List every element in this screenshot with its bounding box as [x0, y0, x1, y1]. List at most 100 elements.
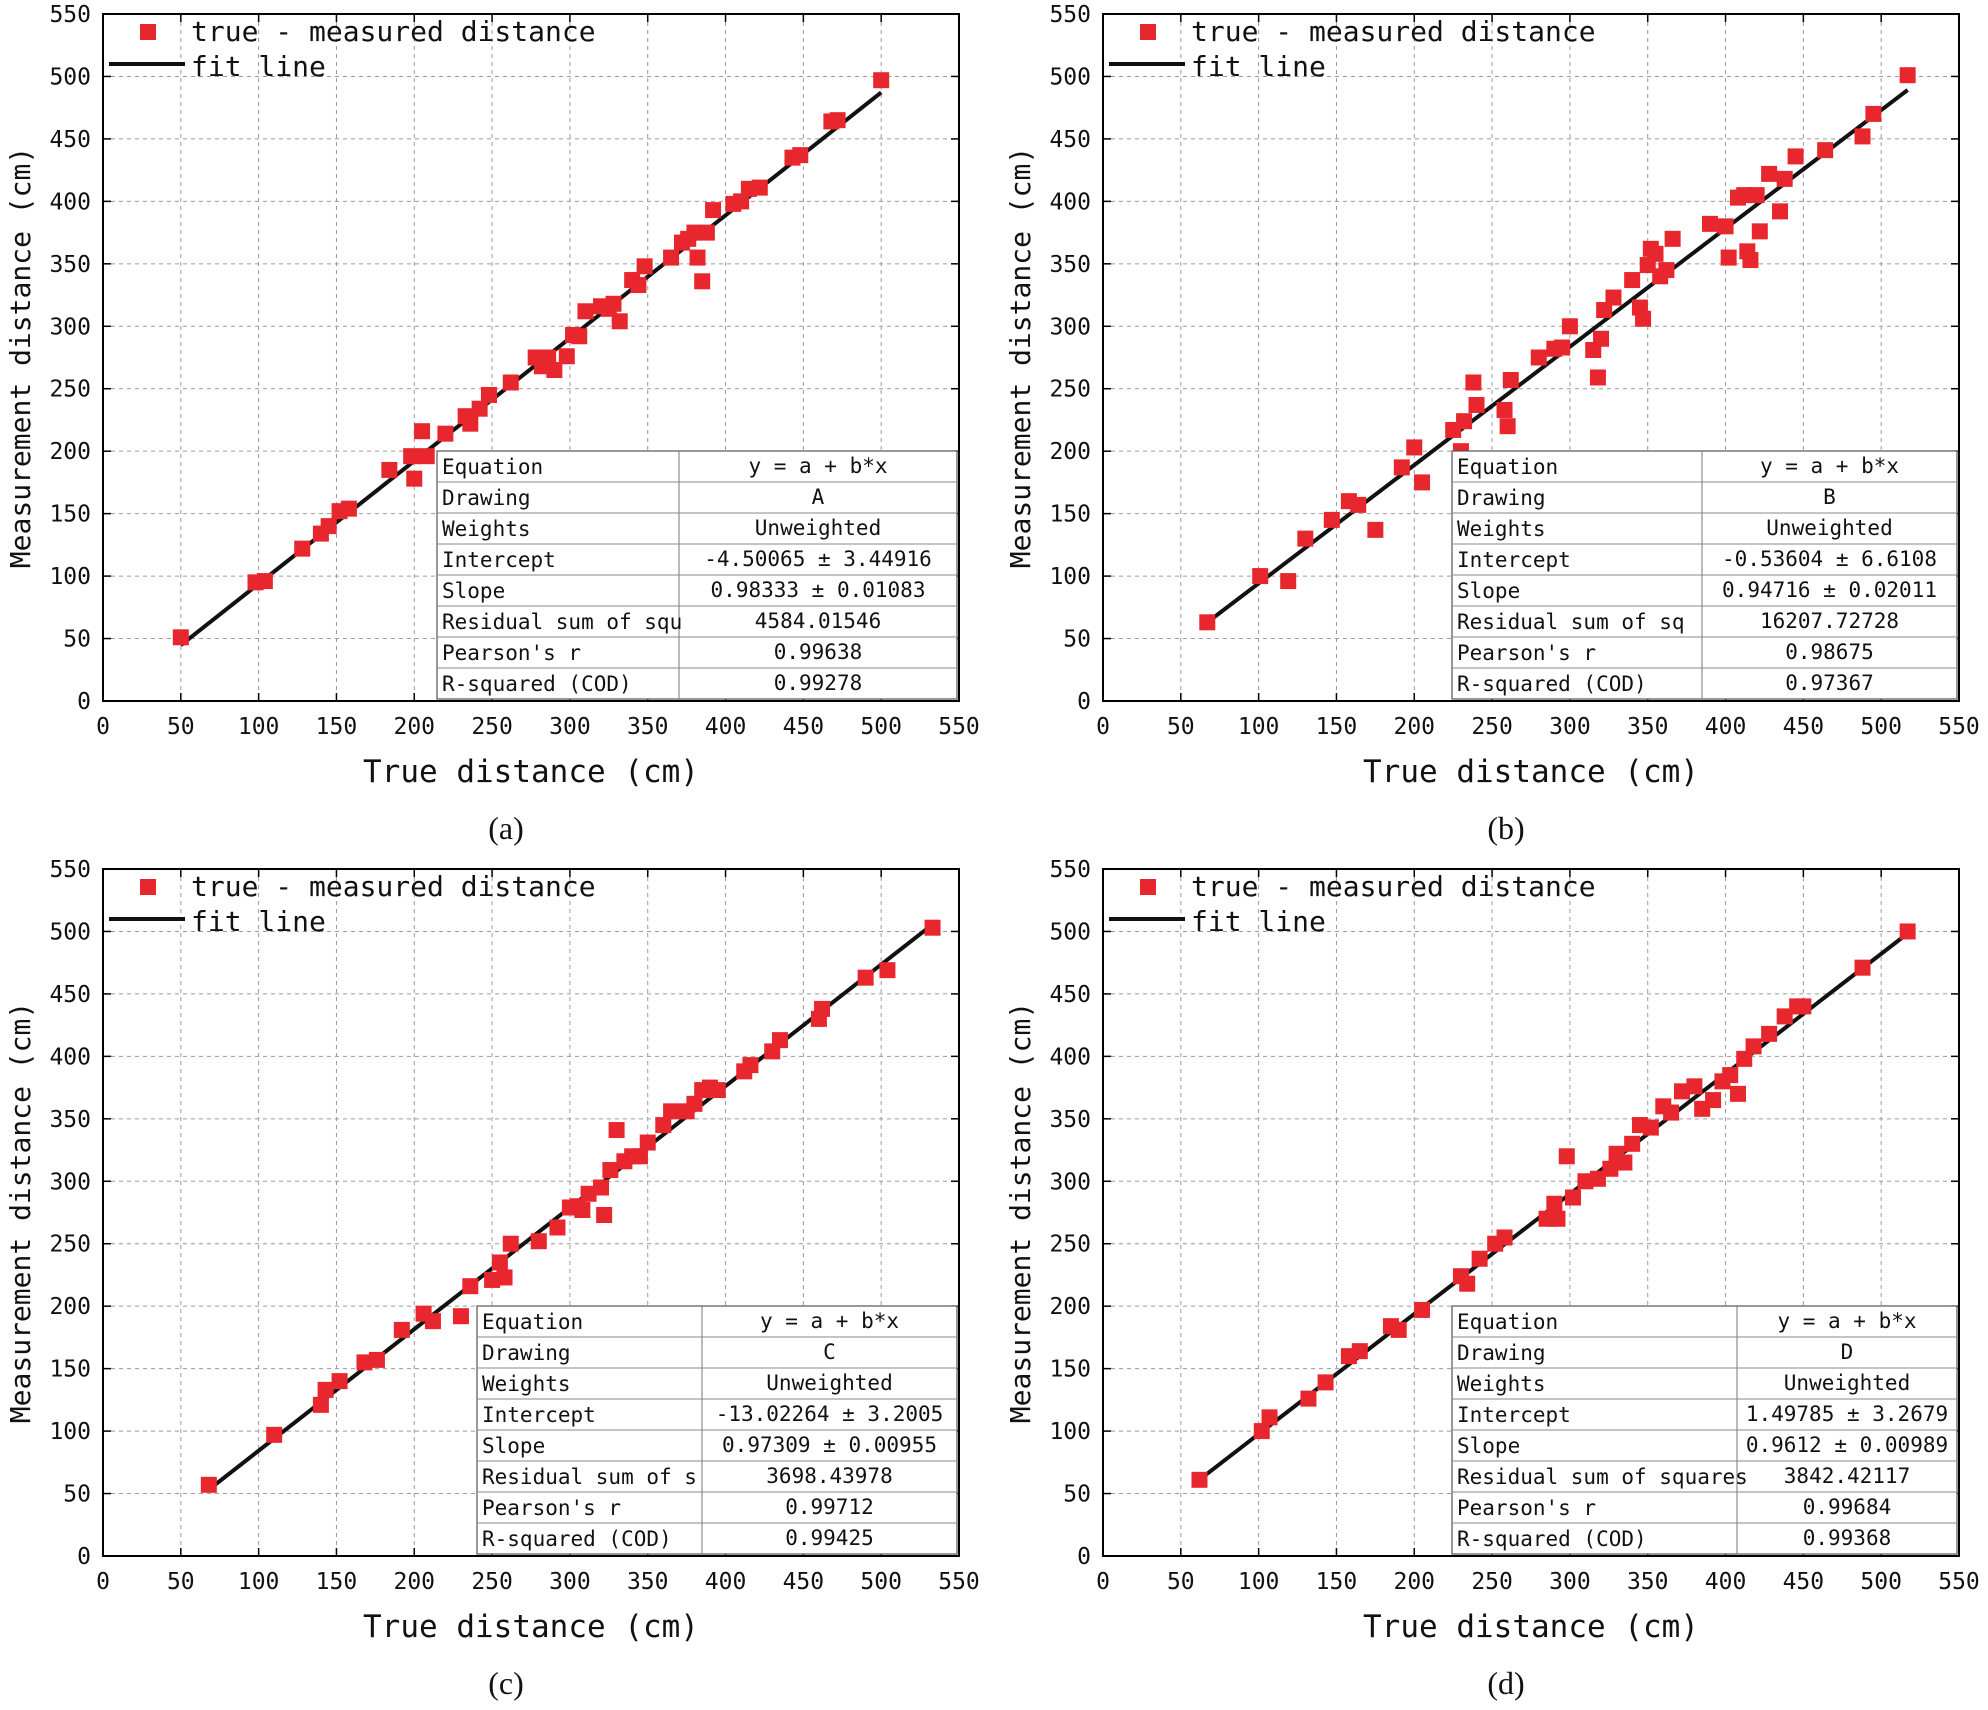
- stats-table-key: Slope: [482, 1434, 545, 1458]
- legend-marker-swatch: [140, 24, 156, 40]
- data-point: [356, 1354, 373, 1371]
- stats-table-key: Weights: [1457, 1372, 1546, 1396]
- y-tick-label: 400: [49, 189, 91, 215]
- y-tick-label: 500: [1049, 919, 1091, 945]
- data-point: [1722, 1067, 1739, 1084]
- y-tick-label: 100: [1049, 564, 1091, 590]
- data-point: [1414, 1301, 1431, 1318]
- data-point: [873, 72, 890, 89]
- y-tick-label: 150: [1049, 1357, 1091, 1383]
- data-point: [1776, 170, 1793, 187]
- data-point: [698, 224, 715, 241]
- x-tick-label: 200: [393, 714, 435, 740]
- x-tick-label: 50: [167, 714, 195, 740]
- stats-table-key: Slope: [442, 579, 505, 603]
- stats-table-value: 0.9612 ± 0.00989: [1746, 1433, 1948, 1457]
- data-point: [368, 1351, 385, 1368]
- data-point: [540, 349, 557, 366]
- chart-panel-d: 0 50 100 150 200 250 300 350 400 450 500 550 0 50 100 1…: [1004, 857, 1980, 1701]
- data-point: [1787, 148, 1804, 165]
- y-tick-label: 300: [1049, 314, 1091, 340]
- data-point: [200, 1476, 217, 1493]
- x-tick-label: 400: [705, 714, 747, 740]
- data-point: [689, 249, 706, 266]
- stats-table-value: -13.02264 ± 3.2005: [716, 1402, 944, 1426]
- data-point: [1663, 1104, 1680, 1121]
- y-tick-label: 350: [49, 252, 91, 278]
- data-point: [549, 1219, 566, 1236]
- stats-table-key: Pearson's r: [482, 1496, 621, 1520]
- data-point: [1658, 262, 1675, 279]
- stats-table-key: Residual sum of squ: [442, 610, 682, 634]
- x-tick-label: 300: [1549, 714, 1591, 740]
- data-point: [1589, 1170, 1606, 1187]
- x-tick-label: 150: [316, 714, 358, 740]
- stats-table-key: Equation: [1457, 455, 1558, 479]
- x-axis-label: True distance (cm): [1363, 1609, 1699, 1645]
- stats-table: Equation y = a + b*x Drawing D Weights Unweig…: [1451, 1305, 1958, 1555]
- data-point: [471, 400, 488, 417]
- data-point: [1761, 1025, 1778, 1042]
- data-point: [1561, 318, 1578, 335]
- data-point: [655, 1117, 672, 1134]
- stats-table-key: R-squared (COD): [442, 672, 632, 696]
- y-tick-label: 400: [1049, 189, 1091, 215]
- data-point: [1647, 245, 1664, 262]
- data-point: [705, 202, 722, 219]
- stats-table-value: 0.99278: [774, 671, 863, 695]
- data-point: [709, 1082, 726, 1099]
- y-tick-label: 350: [49, 1107, 91, 1133]
- x-tick-label: 0: [1096, 714, 1110, 740]
- legend-line-label: fit line: [1191, 50, 1326, 83]
- legend-marker-swatch: [1140, 24, 1156, 40]
- panel-label: (b): [1487, 810, 1524, 846]
- y-tick-label: 0: [1077, 689, 1091, 715]
- data-point: [1253, 1423, 1270, 1440]
- data-point: [1596, 302, 1613, 319]
- y-tick-label: 100: [49, 1419, 91, 1445]
- data-point: [686, 1095, 703, 1112]
- data-point: [406, 470, 423, 487]
- data-point: [1729, 1085, 1746, 1102]
- data-point: [294, 540, 311, 557]
- x-tick-label: 400: [1705, 714, 1747, 740]
- plot-frame: [102, 868, 960, 1557]
- y-tick-label: 450: [1049, 127, 1091, 153]
- stats-table-key: Equation: [482, 1310, 583, 1334]
- data-point: [1602, 1160, 1619, 1177]
- legend-marker-label: true - measured distance: [191, 15, 596, 48]
- stats-table-value: 3842.42117: [1784, 1464, 1910, 1488]
- y-tick-label: 150: [49, 1357, 91, 1383]
- data-point: [418, 448, 435, 465]
- y-tick-label: 400: [1049, 1044, 1091, 1070]
- y-tick-label: 250: [49, 1232, 91, 1258]
- x-tick-label: 300: [549, 1569, 591, 1595]
- data-points: [172, 72, 890, 646]
- y-tick-label: 200: [49, 1294, 91, 1320]
- x-tick-label: 100: [1238, 714, 1280, 740]
- data-point: [320, 518, 337, 535]
- x-tick-label: 350: [627, 1569, 669, 1595]
- data-point: [1624, 272, 1641, 289]
- stats-table-key: Intercept: [1457, 548, 1571, 572]
- data-point: [491, 1254, 508, 1271]
- x-tick-label: 250: [471, 714, 513, 740]
- x-tick-label: 100: [238, 1569, 280, 1595]
- data-point: [437, 425, 454, 442]
- data-point: [496, 1269, 513, 1286]
- y-tick-label: 550: [49, 2, 91, 28]
- x-tick-label: 250: [1471, 714, 1513, 740]
- panel-label: (c): [488, 1665, 524, 1701]
- data-point: [1686, 1078, 1703, 1095]
- stats-table-value: 0.97367: [1785, 671, 1874, 695]
- stats-table-value: B: [1823, 485, 1836, 509]
- data-point: [577, 303, 594, 320]
- x-tick-label: 450: [1783, 1569, 1825, 1595]
- stats-table-value: 0.99368: [1803, 1526, 1892, 1550]
- data-point: [742, 1057, 759, 1074]
- data-point: [631, 1148, 648, 1165]
- data-point: [312, 1396, 329, 1413]
- data-point: [393, 1321, 410, 1338]
